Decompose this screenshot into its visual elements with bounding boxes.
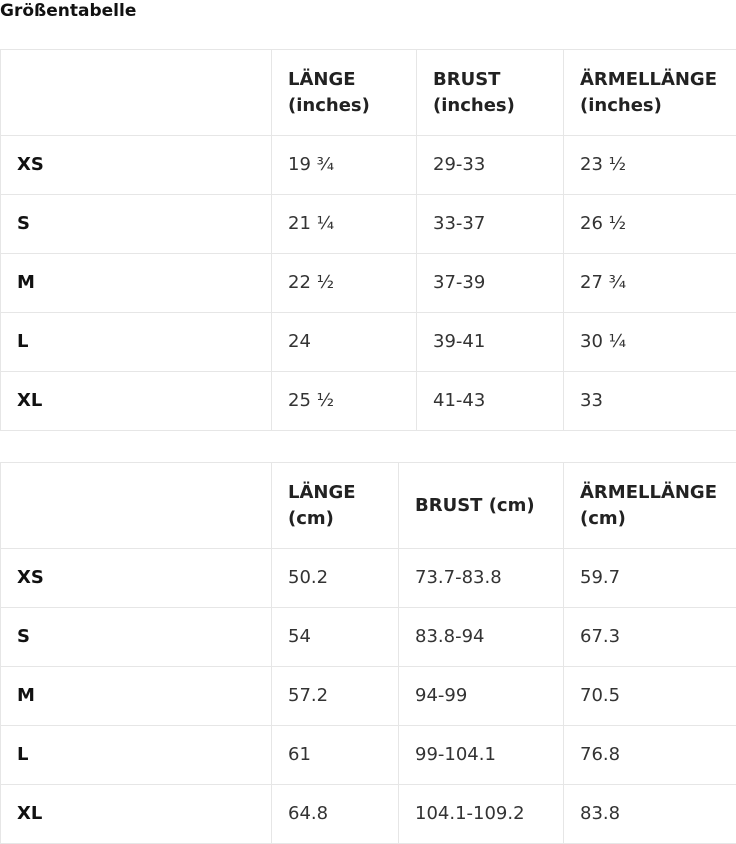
size-cell: XS bbox=[0, 135, 272, 195]
table-row: L 24 39-41 30 ¼ bbox=[0, 312, 736, 372]
chest-cell: 37-39 bbox=[416, 253, 564, 313]
header-cell-sleeve: ÄRMELLÄNGE (cm) bbox=[563, 462, 736, 549]
length-cell: 54 bbox=[271, 607, 399, 667]
length-cell: 61 bbox=[271, 725, 399, 785]
length-cell: 25 ½ bbox=[271, 371, 417, 431]
size-cell: S bbox=[0, 607, 272, 667]
sleeve-cell: 30 ¼ bbox=[563, 312, 736, 372]
length-cell: 50.2 bbox=[271, 548, 399, 608]
sleeve-cell: 33 bbox=[563, 371, 736, 431]
length-cell: 57.2 bbox=[271, 666, 399, 726]
header-cell-length: LÄNGE (cm) bbox=[271, 462, 399, 549]
header-cell-chest: BRUST (inches) bbox=[416, 49, 564, 136]
size-cell: XS bbox=[0, 548, 272, 608]
table-row: S 54 83.8-94 67.3 bbox=[0, 607, 736, 667]
size-cell: L bbox=[0, 312, 272, 372]
header-cell-length: LÄNGE (inches) bbox=[271, 49, 417, 136]
size-table-cm: LÄNGE (cm) BRUST (cm) ÄRMELLÄNGE (cm) XS… bbox=[0, 462, 736, 844]
table-row: L 61 99-104.1 76.8 bbox=[0, 725, 736, 785]
chest-cell: 83.8-94 bbox=[398, 607, 564, 667]
size-cell: M bbox=[0, 666, 272, 726]
chest-cell: 41-43 bbox=[416, 371, 564, 431]
table-header-row: LÄNGE (inches) BRUST (inches) ÄRMELLÄNGE… bbox=[0, 49, 736, 136]
header-cell-sleeve: ÄRMELLÄNGE (inches) bbox=[563, 49, 736, 136]
table-row: XL 64.8 104.1-109.2 83.8 bbox=[0, 784, 736, 844]
length-cell: 19 ¾ bbox=[271, 135, 417, 195]
chest-cell: 39-41 bbox=[416, 312, 564, 372]
sleeve-cell: 76.8 bbox=[563, 725, 736, 785]
size-cell: S bbox=[0, 194, 272, 254]
header-cell-size bbox=[0, 462, 272, 549]
size-cell: M bbox=[0, 253, 272, 313]
table-row: XS 50.2 73.7-83.8 59.7 bbox=[0, 548, 736, 608]
sleeve-cell: 27 ¾ bbox=[563, 253, 736, 313]
sleeve-cell: 23 ½ bbox=[563, 135, 736, 195]
table-row: XS 19 ¾ 29-33 23 ½ bbox=[0, 135, 736, 195]
size-cell: L bbox=[0, 725, 272, 785]
table-row: M 57.2 94-99 70.5 bbox=[0, 666, 736, 726]
table-row: S 21 ¼ 33-37 26 ½ bbox=[0, 194, 736, 254]
chest-cell: 73.7-83.8 bbox=[398, 548, 564, 608]
chest-cell: 94-99 bbox=[398, 666, 564, 726]
length-cell: 21 ¼ bbox=[271, 194, 417, 254]
length-cell: 64.8 bbox=[271, 784, 399, 844]
chest-cell: 104.1-109.2 bbox=[398, 784, 564, 844]
table-row: XL 25 ½ 41-43 33 bbox=[0, 371, 736, 431]
sleeve-cell: 59.7 bbox=[563, 548, 736, 608]
table-row: M 22 ½ 37-39 27 ¾ bbox=[0, 253, 736, 313]
chest-cell: 33-37 bbox=[416, 194, 564, 254]
size-cell: XL bbox=[0, 784, 272, 844]
chest-cell: 99-104.1 bbox=[398, 725, 564, 785]
sleeve-cell: 67.3 bbox=[563, 607, 736, 667]
header-cell-size bbox=[0, 49, 272, 136]
table-header-row: LÄNGE (cm) BRUST (cm) ÄRMELLÄNGE (cm) bbox=[0, 462, 736, 549]
header-cell-chest: BRUST (cm) bbox=[398, 462, 564, 549]
chest-cell: 29-33 bbox=[416, 135, 564, 195]
sleeve-cell: 70.5 bbox=[563, 666, 736, 726]
length-cell: 22 ½ bbox=[271, 253, 417, 313]
length-cell: 24 bbox=[271, 312, 417, 372]
sleeve-cell: 26 ½ bbox=[563, 194, 736, 254]
sleeve-cell: 83.8 bbox=[563, 784, 736, 844]
size-table-inches: LÄNGE (inches) BRUST (inches) ÄRMELLÄNGE… bbox=[0, 49, 736, 431]
size-cell: XL bbox=[0, 371, 272, 431]
page-title: Größentabelle bbox=[0, 1, 137, 21]
